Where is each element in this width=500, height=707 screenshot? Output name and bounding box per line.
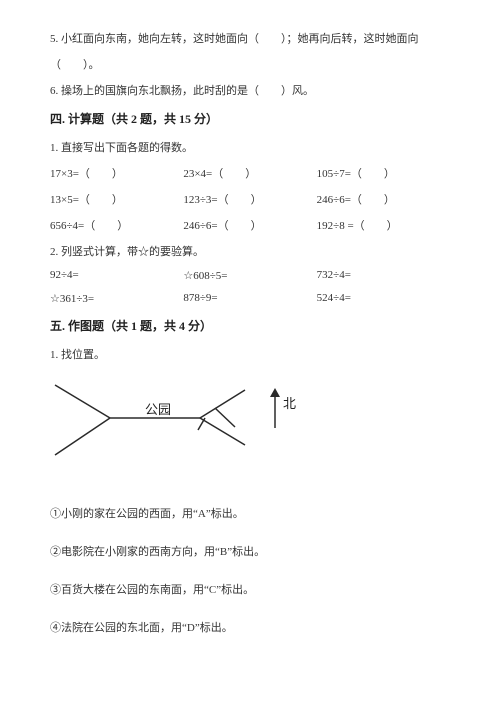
calc-row-2: 13×5=（ ） 123÷3=（ ） 246÷6=（ ）: [50, 191, 450, 207]
section-4-title: 四. 计算题（共 2 题，共 15 分）: [50, 110, 450, 127]
vertical-calc-row-2: ☆361÷3= 878÷9= 524÷4=: [50, 292, 450, 305]
svg-text:北: 北: [283, 396, 296, 411]
calc-cell: 246÷6=（ ）: [317, 191, 450, 207]
calc-cell: 878÷9=: [183, 292, 316, 305]
park-diagram: 公园 北: [50, 380, 450, 483]
calc-row-1: 17×3=（ ） 23×4=（ ） 105÷7=（ ）: [50, 165, 450, 181]
section-5-q1: 1. 找位置。: [50, 346, 450, 362]
calc-row-3: 656÷4=（ ） 246÷6=（ ） 192÷8 =（ ）: [50, 217, 450, 233]
subquestion-4: ④法院在公园的东北面，用“D”标出。: [50, 619, 450, 635]
park-map-svg: 公园 北: [50, 380, 310, 480]
calc-cell: 192÷8 =（ ）: [317, 217, 450, 233]
svg-text:公园: 公园: [145, 402, 171, 417]
calc-cell: 123÷3=（ ）: [183, 191, 316, 207]
subquestion-3: ③百货大楼在公园的东南面，用“C”标出。: [50, 581, 450, 597]
question-6: 6. 操场上的国旗向东北飘扬，此时刮的是（ ）风。: [50, 82, 450, 98]
subquestion-1: ①小刚的家在公园的西面，用“A”标出。: [50, 505, 450, 521]
calc-cell: ☆608÷5=: [183, 269, 316, 282]
calc-cell: 92÷4=: [50, 269, 183, 282]
subquestion-2: ②电影院在小刚家的西南方向，用“B”标出。: [50, 543, 450, 559]
calc-cell: 524÷4=: [317, 292, 450, 305]
calc-cell: 17×3=（ ）: [50, 165, 183, 181]
calc-cell: 656÷4=（ ）: [50, 217, 183, 233]
calc-cell: 105÷7=（ ）: [317, 165, 450, 181]
question-5-line1: 5. 小红面向东南，她向左转，这时她面向（ ）；她再向后转，这时她面向: [50, 30, 450, 46]
calc-cell: 732÷4=: [317, 269, 450, 282]
vertical-calc-row-1: 92÷4= ☆608÷5= 732÷4=: [50, 269, 450, 282]
calc-cell: 246÷6=（ ）: [183, 217, 316, 233]
calc-cell: 13×5=（ ）: [50, 191, 183, 207]
calc-cell: ☆361÷3=: [50, 292, 183, 305]
section-4-q2: 2. 列竖式计算，带☆的要验算。: [50, 243, 450, 259]
question-5-line2: （ ）。: [50, 56, 450, 72]
section-5-title: 五. 作图题（共 1 题，共 4 分）: [50, 317, 450, 334]
calc-cell: 23×4=（ ）: [183, 165, 316, 181]
section-4-q1: 1. 直接写出下面各题的得数。: [50, 139, 450, 155]
